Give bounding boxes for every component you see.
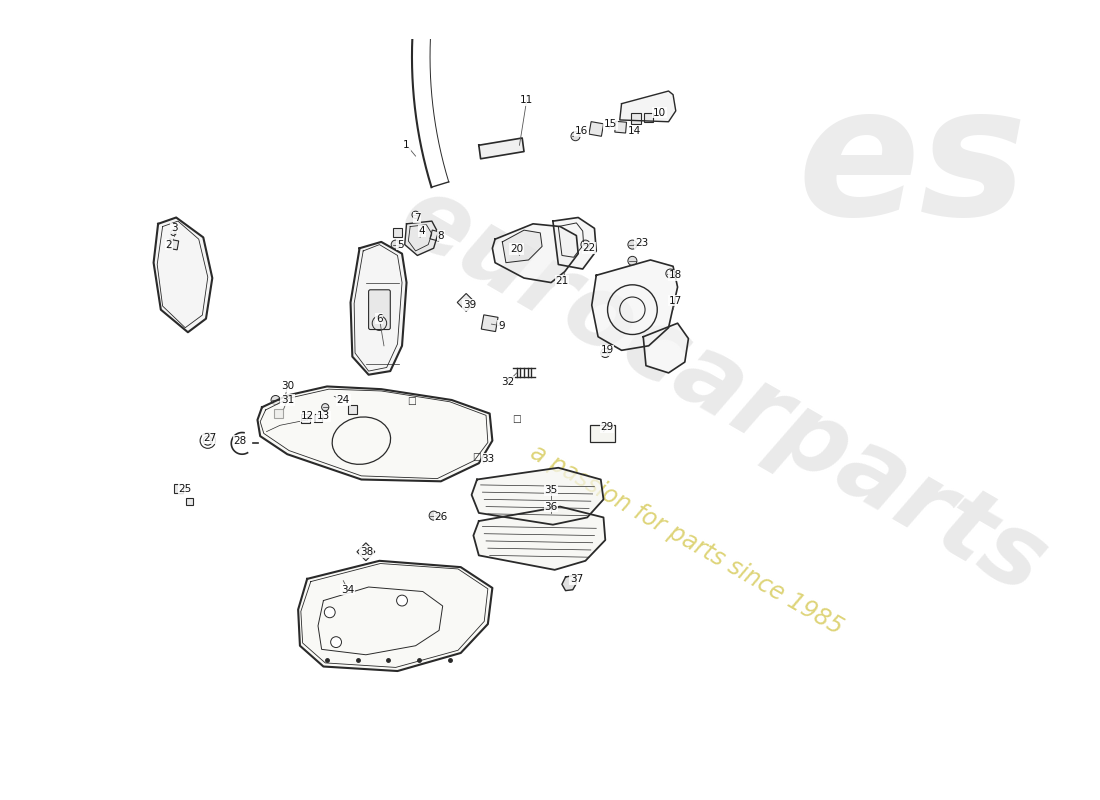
Text: 33: 33 [481,454,495,464]
Text: 38: 38 [360,546,373,557]
Polygon shape [562,575,576,590]
Bar [274,409,283,418]
Bar [630,113,641,123]
Text: 34: 34 [341,585,354,594]
Text: ☐: ☐ [473,453,482,463]
Text: 25: 25 [178,483,191,494]
Text: 30: 30 [280,382,294,391]
FancyBboxPatch shape [368,290,390,330]
Text: 39: 39 [463,300,476,310]
Circle shape [628,256,637,266]
Text: 28: 28 [233,436,246,446]
Text: 18: 18 [669,270,682,280]
Text: 21: 21 [556,276,569,286]
Bar [356,543,375,561]
Polygon shape [473,506,605,570]
Circle shape [581,240,590,249]
Circle shape [412,211,419,218]
Text: 20: 20 [510,244,524,254]
Text: 12: 12 [300,411,313,422]
Bar [458,294,475,311]
Text: 5: 5 [397,240,404,250]
Polygon shape [644,323,689,373]
Polygon shape [493,224,579,282]
Text: 6: 6 [376,314,383,324]
Text: 17: 17 [669,296,682,306]
Polygon shape [154,218,212,332]
Polygon shape [351,242,407,374]
Circle shape [170,230,176,235]
Bar [175,484,184,493]
Text: 16: 16 [575,126,589,136]
Circle shape [397,595,407,606]
Text: 8: 8 [438,230,444,241]
Text: 2: 2 [166,240,173,250]
Polygon shape [592,260,678,350]
Bar [615,122,627,133]
Text: 4: 4 [419,226,426,236]
Bar [430,230,441,241]
Text: 31: 31 [280,395,294,405]
Text: 29: 29 [601,422,614,432]
Polygon shape [405,221,438,255]
Text: 3: 3 [172,223,178,234]
Text: a passion for parts since 1985: a passion for parts since 1985 [526,441,847,640]
Text: 26: 26 [434,513,448,522]
Bar [393,228,402,238]
Circle shape [429,511,438,520]
Text: 7: 7 [414,213,420,222]
Text: 13: 13 [317,411,330,422]
Text: 10: 10 [653,108,667,118]
Text: 14: 14 [628,126,641,136]
Text: 22: 22 [582,243,596,254]
Text: 37: 37 [570,574,583,584]
Polygon shape [472,468,604,525]
Bar [300,414,310,422]
Circle shape [271,395,281,405]
Text: 15: 15 [604,119,617,130]
Polygon shape [298,561,493,671]
Circle shape [666,269,675,278]
Bar [168,239,178,250]
Text: 32: 32 [502,377,515,387]
Text: es: es [798,77,1027,253]
Text: 23: 23 [635,238,648,248]
Polygon shape [503,230,542,262]
Text: 11: 11 [520,95,534,105]
Polygon shape [478,138,524,158]
Circle shape [571,132,580,141]
Circle shape [628,240,637,249]
Circle shape [324,607,336,618]
Text: 19: 19 [601,346,614,355]
Circle shape [601,349,609,358]
Text: 9: 9 [498,321,505,331]
Text: eurocarparts: eurocarparts [383,166,1063,615]
Bar [482,315,498,331]
Text: ☐: ☐ [407,397,416,407]
Polygon shape [257,386,493,482]
Circle shape [331,637,341,647]
Text: 27: 27 [204,433,217,443]
Bar [588,122,604,136]
Circle shape [321,404,329,411]
Text: ☐: ☐ [513,415,521,425]
Text: 36: 36 [544,502,558,512]
Polygon shape [553,218,596,269]
Polygon shape [619,91,675,122]
Bar [186,498,194,505]
Text: 24: 24 [337,395,350,405]
Bar [315,414,321,422]
Bar [348,405,356,414]
Circle shape [392,240,400,249]
Bar [645,113,653,122]
Text: 1: 1 [404,140,410,150]
Bar [590,426,615,442]
Text: 35: 35 [544,486,558,495]
